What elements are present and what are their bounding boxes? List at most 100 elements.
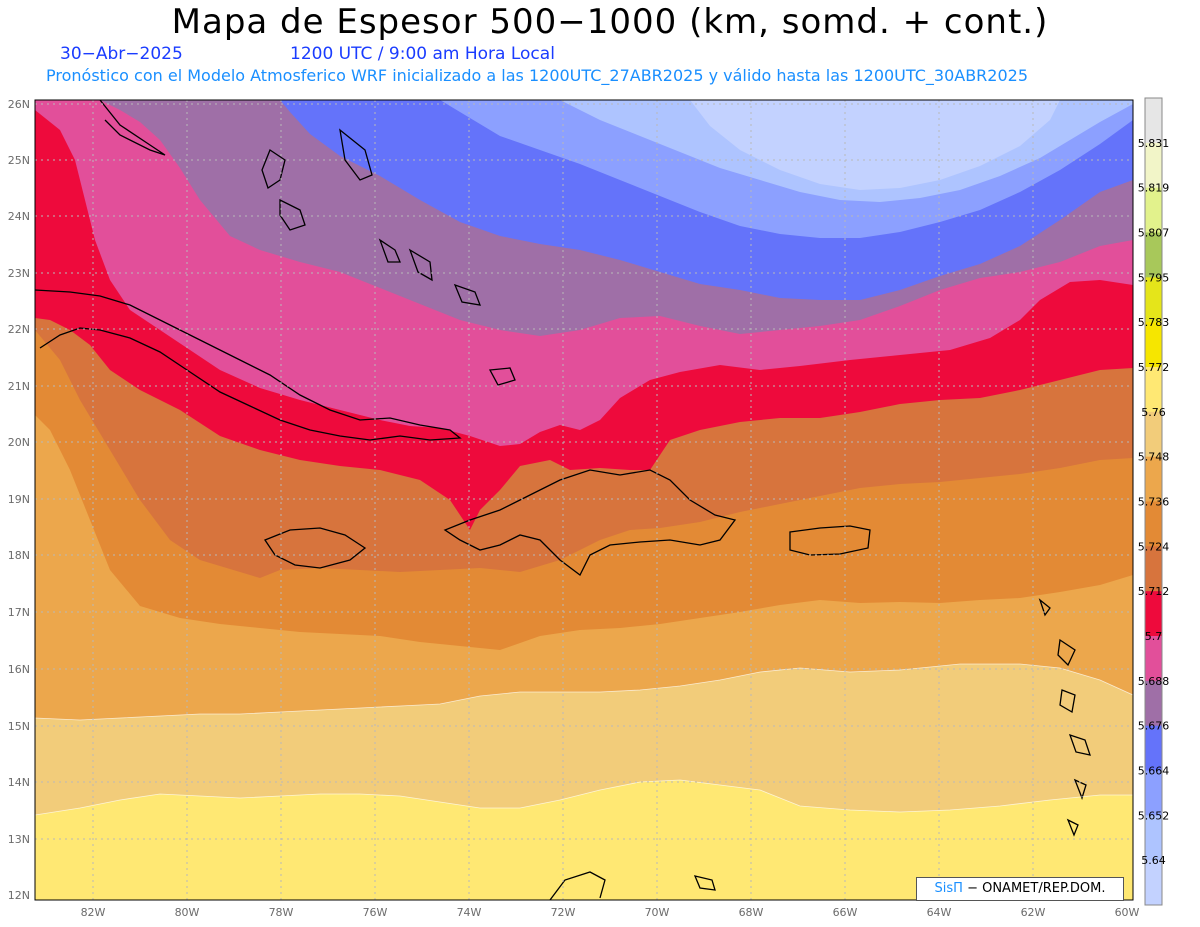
lat-label: 12N [8,889,30,902]
colorbar-label: 5.664 [1138,765,1170,778]
colorbar-label: 5.712 [1138,585,1170,598]
colorbar-swatch [1145,411,1162,458]
valid-date: 30−Abr−2025 [60,44,183,64]
lon-label: 64W [927,906,952,919]
colorbar-label: 5.76 [1141,406,1166,419]
colorbar-label: 5.652 [1138,809,1170,822]
map-title: Mapa de Espesor 500−1000 (km, somd. + co… [171,2,1049,42]
contour-2 [35,663,1133,721]
credit-text: − ONAMET/REP.DOM. [962,881,1106,896]
colorbar-swatch [1145,322,1162,368]
coast-antilles-1 [1038,598,1051,617]
coast-bahamas-2 [279,198,306,231]
colorbar-label: 5.7 [1145,630,1163,643]
coast-bahamas-5 [408,248,433,282]
coast-turks [488,367,516,386]
colorbar-swatch [1145,546,1162,592]
lat-labels: 26N 25N 24N 23N 22N 21N 20N 19N 18N 17N … [8,98,30,902]
colorbar-swatch [1145,860,1162,906]
coast-cuba [35,289,462,441]
credit-box: SisΠ − ONAMET/REP.DOM. [916,877,1124,901]
colorbar-swatch [1145,680,1162,727]
coast-antilles-6 [1066,818,1079,837]
colorbar-swatch [1145,591,1162,637]
coast-antilles-4 [1068,733,1091,756]
lat-label: 15N [8,720,30,733]
lon-label: 68W [739,906,764,919]
lon-label: 66W [833,906,858,919]
colorbar-swatch [1145,636,1162,682]
contour-1 [35,779,1133,816]
colorbar-swatch [1145,501,1162,547]
coast-antilles-2 [1057,638,1076,667]
colorbar-label: 5.736 [1138,496,1170,509]
lon-label: 70W [645,906,670,919]
colorbar-label: 5.724 [1138,540,1170,553]
sispi-logo-text: SisΠ [934,881,963,896]
lat-label: 26N [8,98,30,111]
model-info: Pronóstico con el Modelo Atmosferico WRF… [46,66,1029,85]
colorbar-swatch [1145,367,1162,413]
lat-label: 24N [8,210,30,223]
colorbar-label: 5.831 [1138,137,1170,150]
map-frame [34,99,1134,901]
coast-bahamas-1 [261,149,286,190]
colorbar-label: 5.819 [1138,182,1170,195]
colorbar-label: 5.807 [1138,227,1170,240]
coast-bahamas-6 [453,283,482,306]
contour-lines [35,663,1133,816]
colorbar-swatch [1145,770,1162,816]
lon-label: 76W [363,906,388,919]
coast-south-america [549,871,606,900]
coastlines [35,100,1091,900]
colorbar-label: 5.783 [1138,316,1170,329]
colorbar-label: 5.772 [1138,361,1170,374]
coast-curacao [693,875,716,891]
colorbar-swatch [1145,142,1162,189]
lat-label: 20N [8,436,30,449]
lon-label: 78W [269,906,294,919]
lat-label: 19N [8,493,30,506]
lat-label: 13N [8,833,30,846]
colorbar-label: 5.748 [1138,451,1170,464]
thickness-field [35,100,1133,900]
colorbar: 5.831 5.819 5.807 5.795 5.783 5.772 5.76 5.748 5… [1138,97,1170,906]
colorbar-label: 5.688 [1138,675,1170,688]
coast-puerto-rico [789,525,871,556]
valid-time: 1200 UTC / 9:00 am Hora Local [290,44,555,64]
lon-label: 82W [81,906,106,919]
lon-label: 72W [551,906,576,919]
lon-label: 80W [175,906,200,919]
lat-label: 18N [8,549,30,562]
colorbar-swatch [1145,98,1162,144]
colorbar-swatch [1145,187,1162,233]
band-blue-pale [690,100,1060,190]
coast-antilles-3 [1059,689,1076,714]
coast-bahamas-4 [378,238,401,263]
coast-hispaniola [443,469,737,576]
lat-label: 23N [8,267,30,280]
lon-labels: 82W 80W 78W 76W 74W 72W 70W 68W 66W 64W … [81,906,1140,919]
graticule [35,100,1133,900]
lat-label: 21N [8,380,30,393]
colorbar-swatch [1145,725,1162,771]
colorbar-label: 5.795 [1138,271,1170,284]
coast-bahamas-3 [339,128,373,181]
lat-label: 25N [8,154,30,167]
lat-label: 14N [8,776,30,789]
coast-jamaica [264,527,367,569]
lon-label: 60W [1115,906,1140,919]
colorbar-swatch [1145,456,1162,502]
colorbar-frame [1144,97,1163,906]
lat-label: 22N [8,323,30,336]
lon-label: 74W [457,906,482,919]
lat-label: 17N [8,606,30,619]
colorbar-label: 5.64 [1141,854,1166,867]
colorbar-swatch [1145,815,1162,861]
colorbar-swatch [1145,232,1162,278]
lon-label: 62W [1021,906,1046,919]
coast-florida [99,100,166,156]
colorbar-swatch [1145,277,1162,323]
lat-label: 16N [8,663,30,676]
